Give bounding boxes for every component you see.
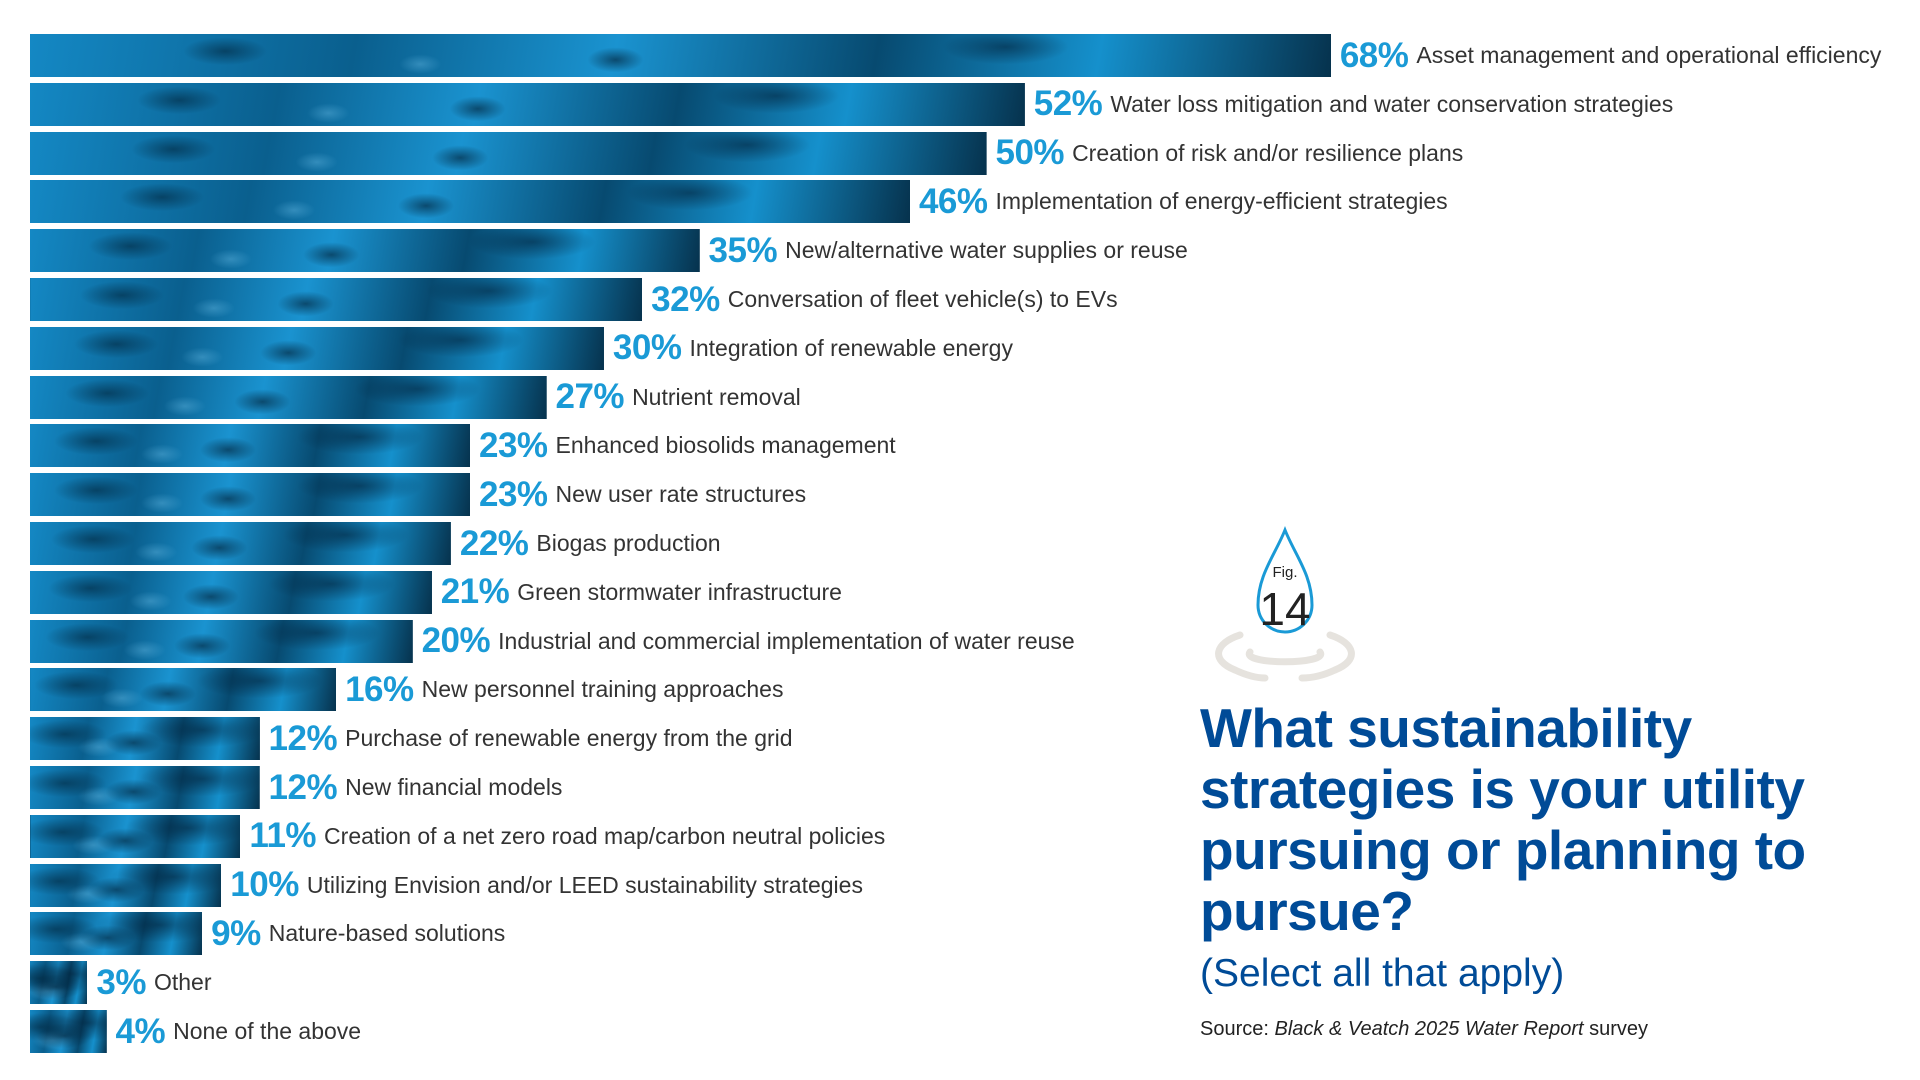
category-label: Enhanced biosolids management [555, 432, 896, 459]
bar [30, 522, 451, 565]
source-publication: Black & Veatch 2025 Water Report [1274, 1018, 1584, 1040]
bar [30, 961, 88, 1005]
value-label: 22% [459, 523, 529, 563]
category-label: Biogas production [536, 530, 721, 556]
category-label: Creation of risk and/or resilience plans [1072, 139, 1464, 166]
bar-label: 23% New user rate structures [479, 473, 806, 516]
bar [30, 766, 260, 809]
bar-label: 21% Green stormwater infrastructure [441, 571, 842, 614]
category-label: Integration of renewable energy [689, 334, 1013, 361]
figure-label: Fig. [1272, 564, 1297, 581]
value-label: 23% [478, 474, 548, 514]
source-prefix: Source: [1200, 1018, 1275, 1040]
value-label: 9% [211, 913, 261, 953]
value-label: 50% [995, 133, 1065, 173]
category-label: Conversation of fleet vehicle(s) to EVs [727, 286, 1118, 312]
value-label: 12% [268, 718, 338, 758]
category-label: Asset management and operational efficie… [1416, 42, 1882, 68]
category-label: Other [153, 969, 212, 996]
bar [30, 473, 470, 517]
bar [30, 814, 241, 858]
value-label: 3% [96, 962, 146, 1002]
category-label: New financial models [345, 774, 563, 800]
category-label: Industrial and commercial implementation… [498, 627, 1075, 654]
bar-label: 3% Other [96, 961, 211, 1004]
value-label: 46% [918, 181, 988, 221]
bar-label: 52% Water loss mitigation and water conse… [1034, 83, 1673, 126]
category-label: New user rate structures [555, 481, 807, 508]
value-label: 35% [708, 230, 778, 270]
bar [30, 570, 432, 614]
category-label: Nature-based solutions [268, 920, 506, 947]
category-label: New personnel training approaches [421, 676, 784, 703]
category-label: New/alternative water supplies or reuse [785, 237, 1188, 264]
value-label: 10% [230, 865, 299, 905]
bar-label: 16% New personnel training approaches [345, 668, 783, 711]
bar-label: 4% None of the above [116, 1010, 362, 1053]
bar [30, 424, 470, 468]
bar-label: 22% Biogas production [460, 522, 721, 565]
category-label: Purchase of renewable energy from the gr… [345, 725, 793, 752]
bar [30, 34, 1331, 77]
source-suffix: survey [1583, 1018, 1649, 1040]
bar-label: 23% Enhanced biosolids management [479, 424, 896, 467]
category-label: Creation of a net zero road map/carbon n… [324, 822, 886, 849]
category-label: Nutrient removal [632, 383, 801, 410]
bar-label: 12% Purchase of renewable energy from the… [269, 717, 793, 760]
value-label: 68% [1339, 35, 1409, 75]
bar [30, 863, 222, 907]
value-label: 30% [612, 328, 682, 368]
bar-label: 50% Creation of risk and/or resilience pl… [996, 132, 1464, 175]
bar [30, 375, 547, 419]
value-label: 23% [478, 425, 548, 465]
value-label: 21% [440, 572, 510, 612]
bar [30, 131, 987, 175]
bar-label: 46% Implementation of energy-efficient st… [919, 180, 1448, 223]
value-label: 4% [115, 1011, 166, 1051]
bar [30, 326, 604, 370]
bar [30, 278, 643, 321]
value-label: 52% [1033, 84, 1103, 124]
value-label: 27% [555, 377, 625, 417]
bar [30, 668, 337, 712]
category-label: None of the above [173, 1018, 362, 1044]
bar [30, 1010, 107, 1053]
figure-number: 14 [1259, 583, 1310, 635]
bar-label: 32% Conversation of fleet vehicle(s) to E… [651, 278, 1117, 321]
water-drop-icon: Fig. 14 [1215, 525, 1355, 682]
source-note: Source: Black & Veatch 2025 Water Report… [1200, 1018, 1648, 1041]
category-label: Green stormwater infrastructure [517, 578, 842, 605]
bar [30, 912, 203, 956]
bar-label: 12% New financial models [269, 766, 563, 809]
bar-label: 68% Asset management and operational effi… [1340, 34, 1882, 77]
bar-label: 30% Integration of renewable energy [613, 327, 1013, 370]
value-label: 12% [268, 767, 338, 807]
bar [30, 180, 910, 224]
category-label: Utilizing Envision and/or LEED sustainab… [306, 871, 863, 898]
chart-title: What sustainability strategies is your u… [1200, 697, 1806, 942]
bar [30, 717, 260, 761]
bar-label: 10% Utilizing Envision and/or LEED sustai… [230, 864, 863, 907]
value-label: 11% [249, 816, 317, 856]
bar [30, 619, 413, 663]
chart-subtitle: (Select all that apply) [1200, 952, 1565, 995]
value-label: 16% [345, 669, 414, 709]
category-label: Water loss mitigation and water conserva… [1110, 90, 1674, 117]
value-label: 20% [421, 621, 491, 661]
bar [30, 82, 1025, 126]
bar-label: 9% Nature-based solutions [211, 912, 505, 955]
bar-label: 27% Nutrient removal [556, 376, 801, 419]
bar-label: 20% Industrial and commercial implementat… [422, 620, 1075, 663]
value-label: 32% [651, 279, 720, 319]
bar-label: 35% New/alternative water supplies or reu… [709, 229, 1188, 272]
category-label: Implementation of energy-efficient strat… [995, 188, 1448, 215]
bar-label: 11% Creation of a net zero road map/carbo… [249, 815, 885, 858]
bar [30, 229, 700, 273]
